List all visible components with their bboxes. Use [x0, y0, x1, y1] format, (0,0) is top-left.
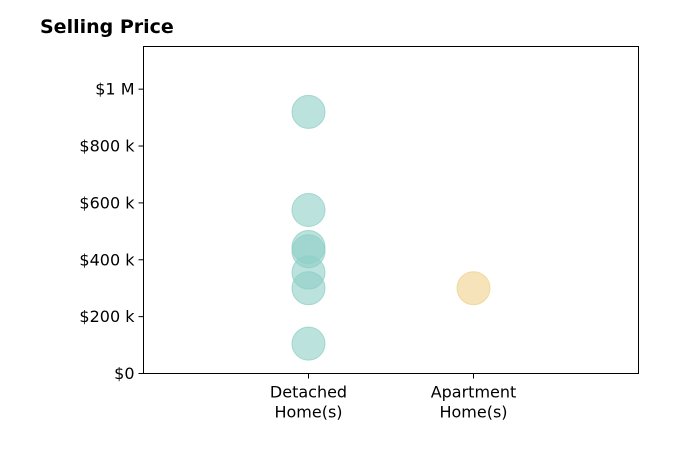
x-tick-label: Detached Home(s): [270, 383, 347, 422]
data-point: [291, 94, 326, 129]
x-tick-label: Apartment Home(s): [431, 383, 517, 422]
y-tick-label: $1 M: [95, 80, 134, 99]
y-tick-label: $0: [114, 364, 134, 383]
data-point: [291, 326, 326, 361]
x-axis: Detached Home(s) Apartment Home(s): [270, 373, 517, 422]
points-layer: [291, 94, 491, 361]
data-point: [456, 271, 491, 306]
y-tick-label: $400 k: [79, 250, 135, 269]
y-axis: $0 $200 k $400 k $600 k $800 k $1 M: [79, 80, 144, 383]
data-point: [291, 193, 326, 227]
y-tick-label: $800 k: [79, 137, 135, 156]
y-tick-label: $600 k: [79, 193, 135, 212]
data-point: [291, 271, 326, 306]
plot-frame: [143, 46, 639, 374]
y-tick-label: $200 k: [79, 307, 135, 326]
chart-title: Selling Price: [40, 16, 174, 38]
